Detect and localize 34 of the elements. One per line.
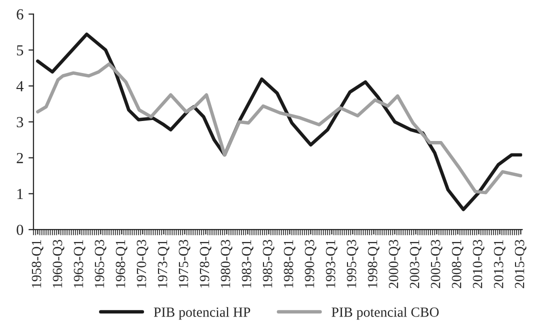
x-tick-label: 1970-Q3	[136, 240, 148, 288]
x-tick-label: 1978-Q1	[200, 240, 212, 288]
x-tick-label: 2015-Q3	[514, 240, 526, 288]
x-tick-label: 2003-Q1	[410, 240, 422, 288]
x-tick-label: 1990-Q3	[304, 240, 316, 288]
x-tick-label: 1965-Q3	[94, 240, 106, 288]
x-tick-label: 2008-Q1	[452, 240, 464, 288]
y-tick-label: 4	[16, 81, 24, 92]
x-tick-label: 1963-Q1	[74, 240, 86, 288]
x-tick-label: 2010-Q3	[472, 240, 484, 288]
x-tick-label: 1988-Q1	[284, 240, 296, 288]
y-tick-label: 5	[17, 45, 24, 56]
x-tick-label: 1973-Q1	[158, 240, 170, 288]
x-tick-label: 2013-Q1	[494, 240, 506, 288]
x-tick-label: 1993-Q1	[326, 240, 338, 288]
y-tick-label: 0	[16, 224, 24, 236]
y-tick-label: 2	[16, 152, 23, 164]
y-tick-label: 3	[16, 117, 24, 128]
x-tick-label: 1995-Q3	[346, 240, 358, 288]
x-tick-label: 1985-Q3	[262, 240, 274, 288]
legend-label: PIB potencial HP	[154, 307, 250, 320]
x-tick-label: 1998-Q1	[368, 240, 380, 288]
x-tick-label: 2005-Q3	[430, 240, 442, 288]
x-tick-label: 1958-Q1	[32, 240, 44, 288]
y-tick-label: 6	[16, 9, 24, 20]
line-series	[36, 62, 522, 194]
y-tick-label: 1	[17, 188, 23, 199]
x-tick-label: 1983-Q1	[242, 240, 254, 288]
x-tick-label: 1980-Q3	[220, 240, 232, 288]
x-tick-label: 2000-Q3	[388, 240, 400, 288]
x-tick-label: 1975-Q3	[178, 240, 190, 288]
x-tick-label: 1968-Q1	[116, 240, 128, 288]
legend-label: PIB potencial CBO	[332, 307, 439, 320]
x-tick-label: 1960-Q3	[52, 240, 64, 288]
